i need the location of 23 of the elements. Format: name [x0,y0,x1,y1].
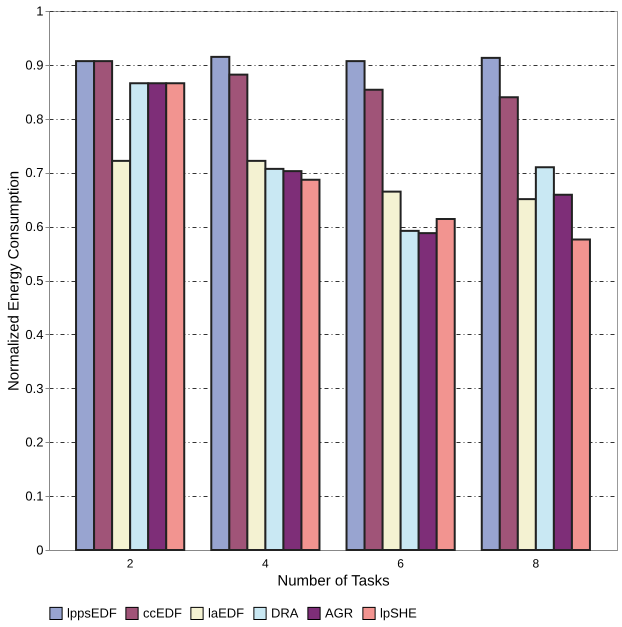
y-tick-label: 0.6 [25,219,44,234]
legend-label: ccEDF [143,605,182,620]
y-tick-label: 0 [36,542,44,558]
y-tick-label: 0.5 [25,273,44,288]
legend-label: DRA [271,605,299,620]
y-tick-label: 0.8 [25,111,44,126]
legend-label: AGR [325,605,354,620]
y-tick-label: 0.1 [25,488,44,504]
y-tick-label: 0.9 [25,57,44,72]
x-tick-label: 4 [262,556,270,570]
y-tick-label: 0.2 [25,434,44,450]
y-tick-label: 0.3 [25,380,44,396]
y-axis-title: Normalized Energy Consumption [5,170,22,392]
legend-label: laEDF [208,605,244,620]
x-axis-title: Number of Tasks [277,572,390,590]
y-tick-label: 0.7 [25,165,44,180]
legend-label: lppsEDF [67,605,117,620]
legend-label: lpSHE [380,605,418,620]
y-tick-label: 0.4 [25,326,44,342]
x-tick-label: 2 [126,556,134,570]
x-tick-label: 6 [397,556,404,570]
x-tick-label: 8 [532,556,540,570]
y-tick-label: 1 [36,4,44,18]
